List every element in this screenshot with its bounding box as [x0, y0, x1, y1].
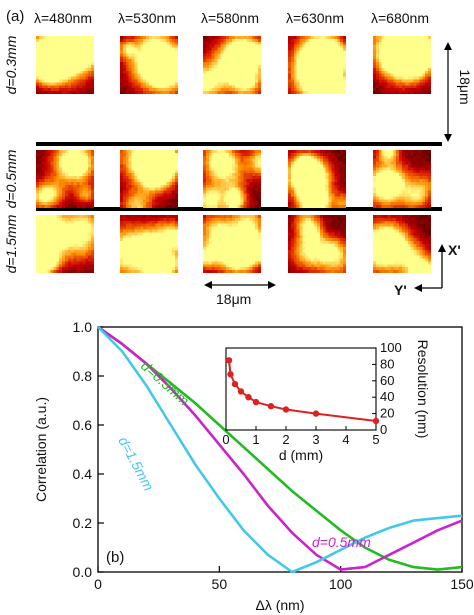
speckle-image — [120, 150, 178, 208]
y-tick-label: 1.0 — [73, 319, 93, 335]
inset-x-tick-label: 2 — [282, 432, 289, 447]
speckle-image — [36, 36, 94, 94]
series-label: d=0.3mm — [138, 357, 193, 408]
x-tick-label: 150 — [450, 576, 474, 592]
speckle-canvas — [120, 36, 178, 94]
row-label: d=0.3mm — [3, 35, 19, 95]
inset-point — [227, 371, 234, 378]
speckle-canvas — [373, 150, 431, 208]
inset-x-tick-label: 4 — [342, 432, 349, 447]
series-line — [97, 325, 463, 571]
wavelength-label: λ=580nm — [201, 10, 259, 26]
row-label: d=1.5mm — [3, 214, 19, 274]
speckle-canvas — [288, 36, 346, 94]
wavelength-label: λ=530nm — [118, 10, 176, 26]
row-label: d=0.5mm — [3, 149, 19, 209]
scale-bar-horizontal — [204, 281, 276, 289]
speckle-canvas — [373, 36, 431, 94]
y-tick-label: 0.6 — [73, 417, 93, 433]
wavelength-label: λ=480nm — [34, 10, 92, 26]
inset-point — [225, 357, 233, 364]
y-axis-label: Correlation (a.u.) — [33, 397, 49, 502]
axes-indicator — [414, 244, 446, 292]
y-tick-label: 0.8 — [73, 368, 93, 384]
inset-y-tick-label: 20 — [380, 406, 394, 421]
scale-bar-vertical — [444, 42, 452, 142]
speckle-image — [288, 36, 346, 94]
inset-line — [228, 360, 377, 422]
inset-x-tick-label: 5 — [372, 432, 379, 447]
wavelength-label: λ=630nm — [286, 10, 344, 26]
y-tick-label: 0.4 — [73, 466, 93, 482]
y-tick-label: 0.0 — [73, 564, 93, 580]
speckle-image — [120, 215, 178, 273]
row-separator — [36, 142, 442, 146]
inset-y-tick-label: 40 — [380, 389, 394, 404]
series-line — [97, 326, 463, 574]
inset-y-tick-label: 60 — [380, 373, 394, 388]
speckle-image — [36, 150, 94, 208]
speckle-canvas — [120, 215, 178, 273]
speckle-canvas — [120, 150, 178, 208]
inset-x-tick-label: 3 — [312, 432, 319, 447]
speckle-image — [373, 36, 431, 94]
speckle-canvas — [36, 36, 94, 94]
axis-x-label: X' — [448, 242, 461, 258]
speckle-image — [203, 36, 261, 94]
speckle-canvas — [36, 215, 94, 273]
inset-y-tick-label: 0 — [380, 422, 387, 437]
inset-point — [372, 417, 380, 425]
speckle-image — [120, 36, 178, 94]
speckle-image — [203, 150, 261, 208]
panel-a-label: (a) — [6, 8, 25, 25]
plot-frame — [97, 326, 463, 573]
speckle-canvas — [288, 150, 346, 208]
x-tick-label: 50 — [212, 576, 228, 592]
speckle-image — [288, 215, 346, 273]
speckle-image — [373, 215, 431, 273]
series-label: d=1.5mm — [115, 434, 157, 494]
speckle-canvas — [203, 150, 261, 208]
inset-point — [252, 398, 260, 406]
panel-b-label: (b) — [106, 549, 124, 566]
scale-label-horizontal: 18μm — [216, 291, 252, 307]
series-label: d=0.5mm — [312, 534, 371, 550]
speckle-canvas — [36, 150, 94, 208]
speckle-canvas — [203, 36, 261, 94]
inset-point — [312, 410, 320, 417]
inset-y-tick-label: 100 — [380, 340, 402, 355]
speckle-image — [373, 150, 431, 208]
speckle-canvas — [288, 215, 346, 273]
inset-x-axis-label: d (mm) — [279, 447, 323, 463]
inset-point — [245, 394, 252, 401]
row-separator — [36, 207, 442, 211]
speckle-canvas — [373, 215, 431, 273]
inset-point — [231, 380, 239, 388]
axis-y-label: Y' — [394, 282, 407, 298]
inset-point — [237, 388, 245, 395]
inset-point — [267, 403, 275, 410]
x-tick-label: 0 — [94, 576, 102, 592]
inset-frame — [225, 347, 377, 431]
speckle-image — [288, 150, 346, 208]
inset-y-axis-label: Resolution (nm) — [415, 340, 431, 439]
y-tick-label: 0.2 — [73, 515, 93, 531]
scale-label-vertical: 18μm — [457, 69, 473, 105]
speckle-canvas — [203, 215, 261, 273]
wavelength-label: λ=680nm — [371, 10, 429, 26]
series-line — [97, 325, 463, 571]
x-axis-label: Δλ (nm) — [255, 597, 304, 613]
speckle-image — [203, 215, 261, 273]
inset-x-tick-label: 1 — [252, 432, 259, 447]
speckle-image — [36, 215, 94, 273]
inset-x-tick-label: 0 — [222, 432, 229, 447]
x-tick-label: 100 — [329, 576, 353, 592]
inset-y-tick-label: 80 — [380, 356, 394, 371]
inset-point — [282, 406, 290, 413]
